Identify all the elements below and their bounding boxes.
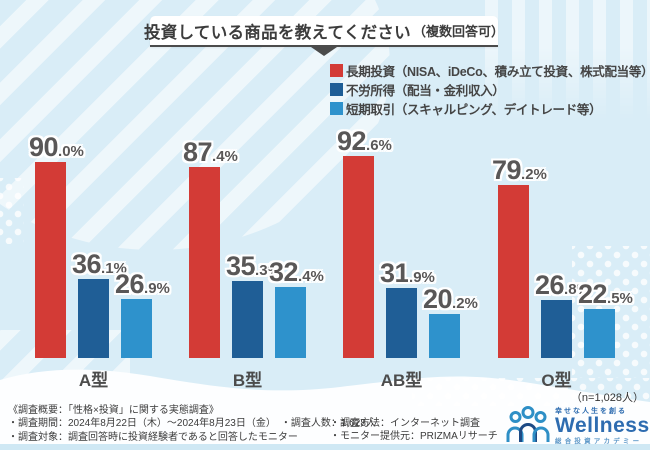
legend-swatch xyxy=(330,64,343,77)
bar-value-label: 31.9% xyxy=(380,258,435,293)
value-decimal: .2% xyxy=(521,166,547,183)
bar xyxy=(121,299,152,358)
bar xyxy=(386,288,417,358)
bar xyxy=(275,287,306,358)
bar-value-label: 22.5% xyxy=(578,279,633,314)
bar-value-label: 26.9% xyxy=(115,269,170,304)
value-decimal: .4% xyxy=(212,148,238,165)
bar-value-label: 79.2% xyxy=(492,155,547,190)
bar xyxy=(35,162,66,358)
logo-subtitle: 総合投資アカデミー xyxy=(555,437,643,445)
sample-size-note: （n=1,028人） xyxy=(570,392,644,404)
bar xyxy=(189,167,220,358)
value-decimal: .6% xyxy=(366,137,392,154)
legend-label: 長期投資（NISA、iDeCo、積み立て投資、株式配当等） xyxy=(346,65,650,79)
value-integer: 32 xyxy=(269,257,299,287)
category-label: A型 xyxy=(78,371,109,390)
logo-text-block: 幸せな人生を創る Wellness 総合投資アカデミー xyxy=(555,406,650,445)
bar-value-label: 32.4% xyxy=(269,257,324,292)
bar xyxy=(343,156,374,358)
value-integer: 90 xyxy=(29,132,59,162)
value-integer: 35 xyxy=(226,251,256,281)
logo-brand-name: Wellness xyxy=(555,413,650,437)
value-integer: 36 xyxy=(72,249,102,279)
legend-item: 長期投資（NISA、iDeCo、積み立て投資、株式配当等） xyxy=(330,61,650,80)
bar-value-label: 36.1% xyxy=(72,249,127,284)
bar xyxy=(429,314,460,358)
survey-notes-right: ・調査方法：インターネット調査・モニター提供元：PRIZMAリサーチ xyxy=(330,417,498,444)
category-label: AB型 xyxy=(380,371,423,390)
value-decimal: .2% xyxy=(452,295,478,312)
bar-value-label: 35.3% xyxy=(226,251,281,286)
value-decimal: .1% xyxy=(101,260,127,277)
wellness-logo: 幸せな人生を創る Wellness 総合投資アカデミー xyxy=(505,405,650,445)
legend-item: 不労所得（配当・金利収入） xyxy=(330,80,650,99)
chart-title: 投資している商品を教えてください （複数回答可） xyxy=(144,16,504,47)
people-logo-icon xyxy=(506,406,550,442)
value-integer: 22 xyxy=(578,279,608,309)
value-integer: 31 xyxy=(380,258,410,288)
bar-value-label: 20.2% xyxy=(423,284,478,319)
bar-value-label: 90.0% xyxy=(29,132,84,167)
bar xyxy=(78,279,109,358)
survey-note-line: 《調査概要：「性格×投資」に関する実態調査》 xyxy=(8,405,219,416)
bar-value-label: 87.4% xyxy=(183,137,238,172)
legend-item: 短期取引（スキャルピング、デイトレード等） xyxy=(330,99,650,118)
survey-note-line: ・調査対象：調査回答時に投資経験者であると回答したモニター xyxy=(8,431,298,443)
chart-title-text: 投資している商品を教えてください xyxy=(144,23,411,42)
bar xyxy=(232,281,263,358)
bottom-edge-strip xyxy=(0,444,650,450)
value-decimal: .3% xyxy=(255,262,281,279)
bar xyxy=(584,309,615,358)
value-decimal: .4% xyxy=(298,268,324,285)
value-integer: 26 xyxy=(535,270,565,300)
legend-label: 不労所得（配当・金利収入） xyxy=(346,84,505,98)
bar xyxy=(498,185,529,358)
category-label: B型 xyxy=(232,371,263,390)
chart-title-note: （複数回答可） xyxy=(413,24,505,39)
title-pointer-arrow xyxy=(311,47,337,56)
value-decimal: .0% xyxy=(58,143,84,160)
survey-note-line: ・調査期間：2024年8月22日（木）〜2024年8月23日（金） ・調査人数：… xyxy=(8,418,376,430)
value-integer: 92 xyxy=(337,126,367,156)
legend-swatch xyxy=(330,102,343,115)
bar xyxy=(541,300,572,358)
value-integer: 79 xyxy=(492,155,522,185)
value-decimal: .5% xyxy=(607,290,633,307)
legend-label: 短期取引（スキャルピング、デイトレード等） xyxy=(346,103,602,117)
survey-note-line: ・モニター提供元：PRIZMAリサーチ xyxy=(330,431,498,443)
logo-tagline: 幸せな人生を創る xyxy=(555,407,627,415)
value-integer: 26 xyxy=(115,269,145,299)
survey-note-line: ・調査方法：インターネット調査 xyxy=(330,418,480,429)
category-label: O型 xyxy=(541,371,572,390)
value-decimal: .9% xyxy=(409,269,435,286)
value-decimal: .9% xyxy=(144,280,170,297)
value-integer: 20 xyxy=(423,284,453,314)
bar-value-label: 92.6% xyxy=(337,126,392,161)
legend-swatch xyxy=(330,83,343,96)
value-integer: 87 xyxy=(183,137,213,167)
legend: 長期投資（NISA、iDeCo、積み立て投資、株式配当等） 不労所得（配当・金利収… xyxy=(330,61,650,118)
survey-notes-left: 《調査概要：「性格×投資」に関する実態調査》・調査期間：2024年8月22日（木… xyxy=(8,404,376,444)
